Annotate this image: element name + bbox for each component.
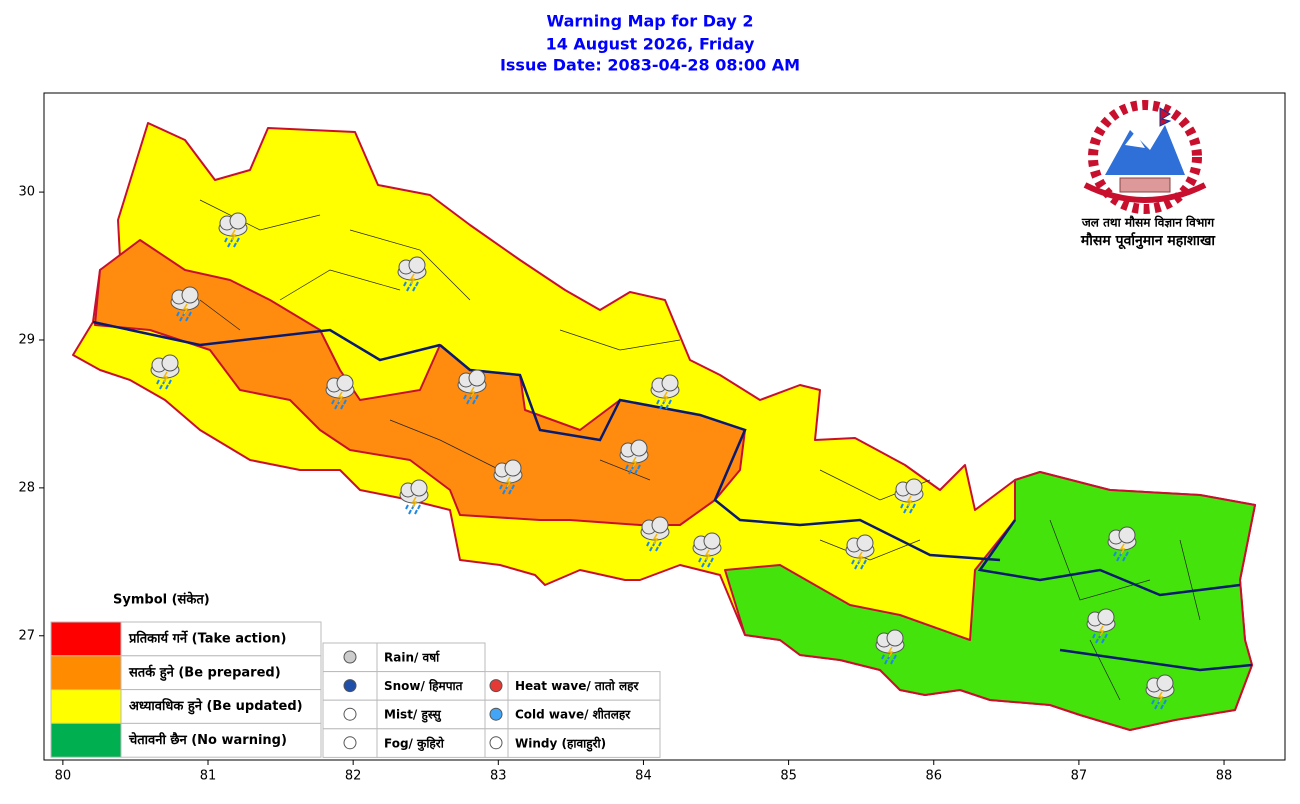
x-tick-label: 86 [925, 769, 942, 784]
x-tick-label: 80 [55, 769, 72, 784]
map-frame [43, 92, 1286, 761]
legend-cell [120, 655, 322, 691]
symbol-icon [489, 707, 503, 721]
symbol-label: Windy (हावाहुरी) [515, 736, 606, 752]
legend-label: चेतावनी छैन (No warning) [128, 732, 287, 748]
x-tick-label: 84 [635, 769, 652, 784]
org-dept: जल तथा मौसम विज्ञान विभाग [1081, 216, 1216, 230]
symbol-text-cell [376, 642, 486, 673]
y-tick-label: 30 [18, 185, 35, 200]
legend-label: अध्यावधिक हुने (Be updated) [129, 698, 303, 715]
symbol-label: Mist/ हुस्सु [384, 708, 442, 724]
x-tick-label: 83 [490, 769, 507, 784]
x-tick-label: 87 [1071, 769, 1088, 784]
y-tick-label: 28 [18, 480, 35, 495]
legend: प्रतिकार्य गर्ने (Take action) सतर्क हुने… [50, 621, 661, 758]
symbol-text-cell [507, 671, 661, 701]
legend-swatch [50, 689, 122, 724]
symbol-icon [343, 707, 357, 721]
y-tick-label: 29 [18, 332, 35, 347]
province-borders [92, 320, 1253, 672]
legend-swatch [50, 722, 122, 758]
title-line-3: Issue Date: 2083-04-28 08:00 AM [500, 56, 800, 75]
x-tick-label: 85 [780, 769, 797, 784]
symbol-label: Fog/ कुहिरो [384, 736, 445, 751]
nepal-map [72, 122, 1256, 731]
legend-cell [120, 689, 322, 724]
emblem [1083, 100, 1207, 214]
symbol-icon [343, 650, 357, 664]
symbol-label: Snow/ हिमपात [384, 679, 464, 693]
title-line-1: Warning Map for Day 2 [547, 12, 754, 31]
symbol-text-cell [507, 699, 661, 730]
legend-swatch [50, 655, 122, 691]
legend-swatch [50, 621, 122, 657]
x-tick-label: 82 [345, 769, 362, 784]
symbol-label: Rain/ वर्षा [384, 651, 440, 665]
symbol-text-cell [376, 699, 486, 730]
symbol-icon [489, 679, 503, 693]
symbol-icon [489, 736, 503, 750]
x-tick-label: 81 [200, 769, 217, 784]
org-division: मौसम पूर्वानुमान महाशाखा [1080, 232, 1217, 250]
legend-label: सतर्क हुने (Be prepared) [128, 664, 281, 681]
symbol-label: Cold wave/ शीतलहर [515, 708, 631, 722]
symbol-label: Heat wave/ तातो लहर [515, 679, 639, 693]
symbol-text-cell [376, 728, 486, 758]
symbol-icon [343, 679, 357, 693]
legend-title: Symbol (संकेत) [113, 592, 210, 608]
y-tick-label: 27 [18, 628, 35, 643]
legend-cell [120, 722, 322, 758]
symbol-icon [343, 736, 357, 750]
x-tick-label: 88 [1216, 769, 1233, 784]
prepared-zone [94, 239, 746, 526]
legend-label: प्रतिकार्य गर्ने (Take action) [128, 631, 286, 647]
district-lines [199, 199, 1201, 701]
title-line-2: 14 August 2026, Friday [546, 35, 755, 54]
symbol-text-cell [507, 728, 661, 758]
